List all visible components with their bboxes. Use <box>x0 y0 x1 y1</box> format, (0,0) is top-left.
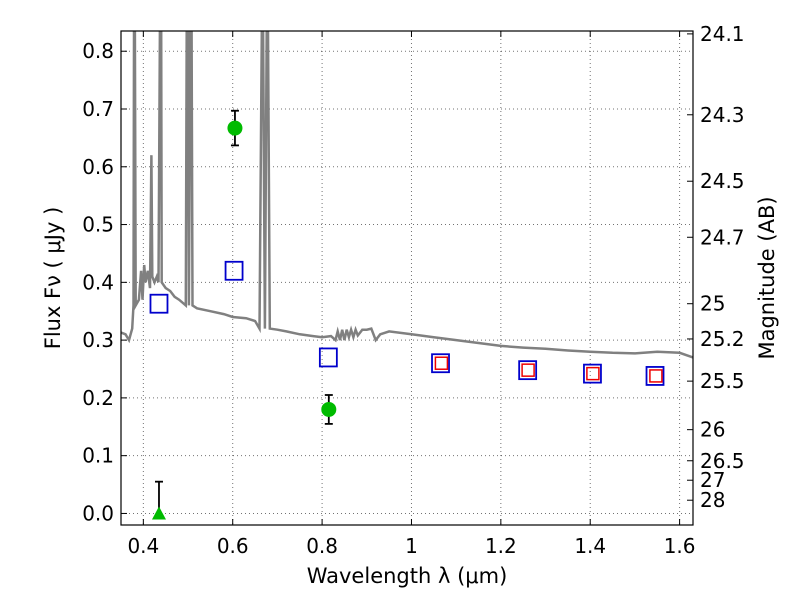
mag-tick-label: 26 <box>700 418 725 442</box>
red-photometry-box <box>521 363 535 377</box>
x-tick-label: 1.6 <box>664 534 696 558</box>
tick-layer: 0.4 0.6 0.8 1 1.2 1.4 1.6 0.0 0.1 0.2 0.3 0.4 0.5 0.6… <box>82 22 744 558</box>
observed-flux-point <box>321 401 337 417</box>
mag-tick-label: 27 <box>700 468 725 492</box>
mag-tick-label: 24.1 <box>700 22 745 46</box>
mag-tick-label: 25 <box>700 292 725 316</box>
model-spectrum-layer <box>121 31 693 359</box>
x-tick-label: 0.8 <box>306 534 338 558</box>
y-tick-label: 0.2 <box>82 386 114 410</box>
mag-tick-label: 24.3 <box>700 103 745 127</box>
mag-tick-label: 24.5 <box>700 169 745 193</box>
model-photometry-box <box>224 260 244 281</box>
y-tick-label: 0.7 <box>82 97 114 121</box>
y-tick-label: 0.0 <box>82 501 114 525</box>
red-photometry-box <box>649 369 663 383</box>
mag-tick-label: 28 <box>700 488 725 512</box>
y-axis-label: Flux Fν ( μJy ) <box>41 207 65 350</box>
x-tick-label: 1 <box>405 534 418 558</box>
observed-flux-point <box>227 120 243 136</box>
plot-frame <box>120 30 694 526</box>
mag-tick-label: 24.7 <box>700 225 745 249</box>
model-photometry-box <box>149 293 169 314</box>
mag-tick-label: 25.5 <box>700 369 745 393</box>
x-tick-label: 1.4 <box>574 534 606 558</box>
grid-layer <box>121 31 693 525</box>
mag-tick-label: 25.2 <box>700 327 745 351</box>
photometry-markers-layer <box>149 109 665 520</box>
model-photometry-box <box>645 366 665 386</box>
y-tick-label: 0.3 <box>82 328 114 352</box>
model-photometry-box <box>318 347 338 368</box>
x-axis-label: Wavelength λ (μm) <box>307 564 508 588</box>
mag-tick-label: 26.5 <box>700 449 745 473</box>
x-tick-label: 0.6 <box>217 534 249 558</box>
x-tick-label: 0.4 <box>127 534 159 558</box>
y2-axis-label: Magnitude (AB) <box>755 196 779 359</box>
y-tick-label: 0.1 <box>82 444 114 468</box>
x-tick-label: 1.2 <box>485 534 517 558</box>
model-photometry-box <box>518 360 538 381</box>
y-tick-label: 0.8 <box>82 39 114 63</box>
model-photometry-box <box>431 353 450 374</box>
red-photometry-box <box>434 356 449 370</box>
y-tick-label: 0.5 <box>82 213 114 237</box>
model-spectrum-line <box>121 31 693 359</box>
red-photometry-box <box>586 366 600 381</box>
model-photometry-box <box>583 363 602 384</box>
y-tick-label: 0.6 <box>82 155 114 179</box>
y-tick-label: 0.4 <box>82 270 114 294</box>
upper-limit-triangle <box>151 506 166 520</box>
